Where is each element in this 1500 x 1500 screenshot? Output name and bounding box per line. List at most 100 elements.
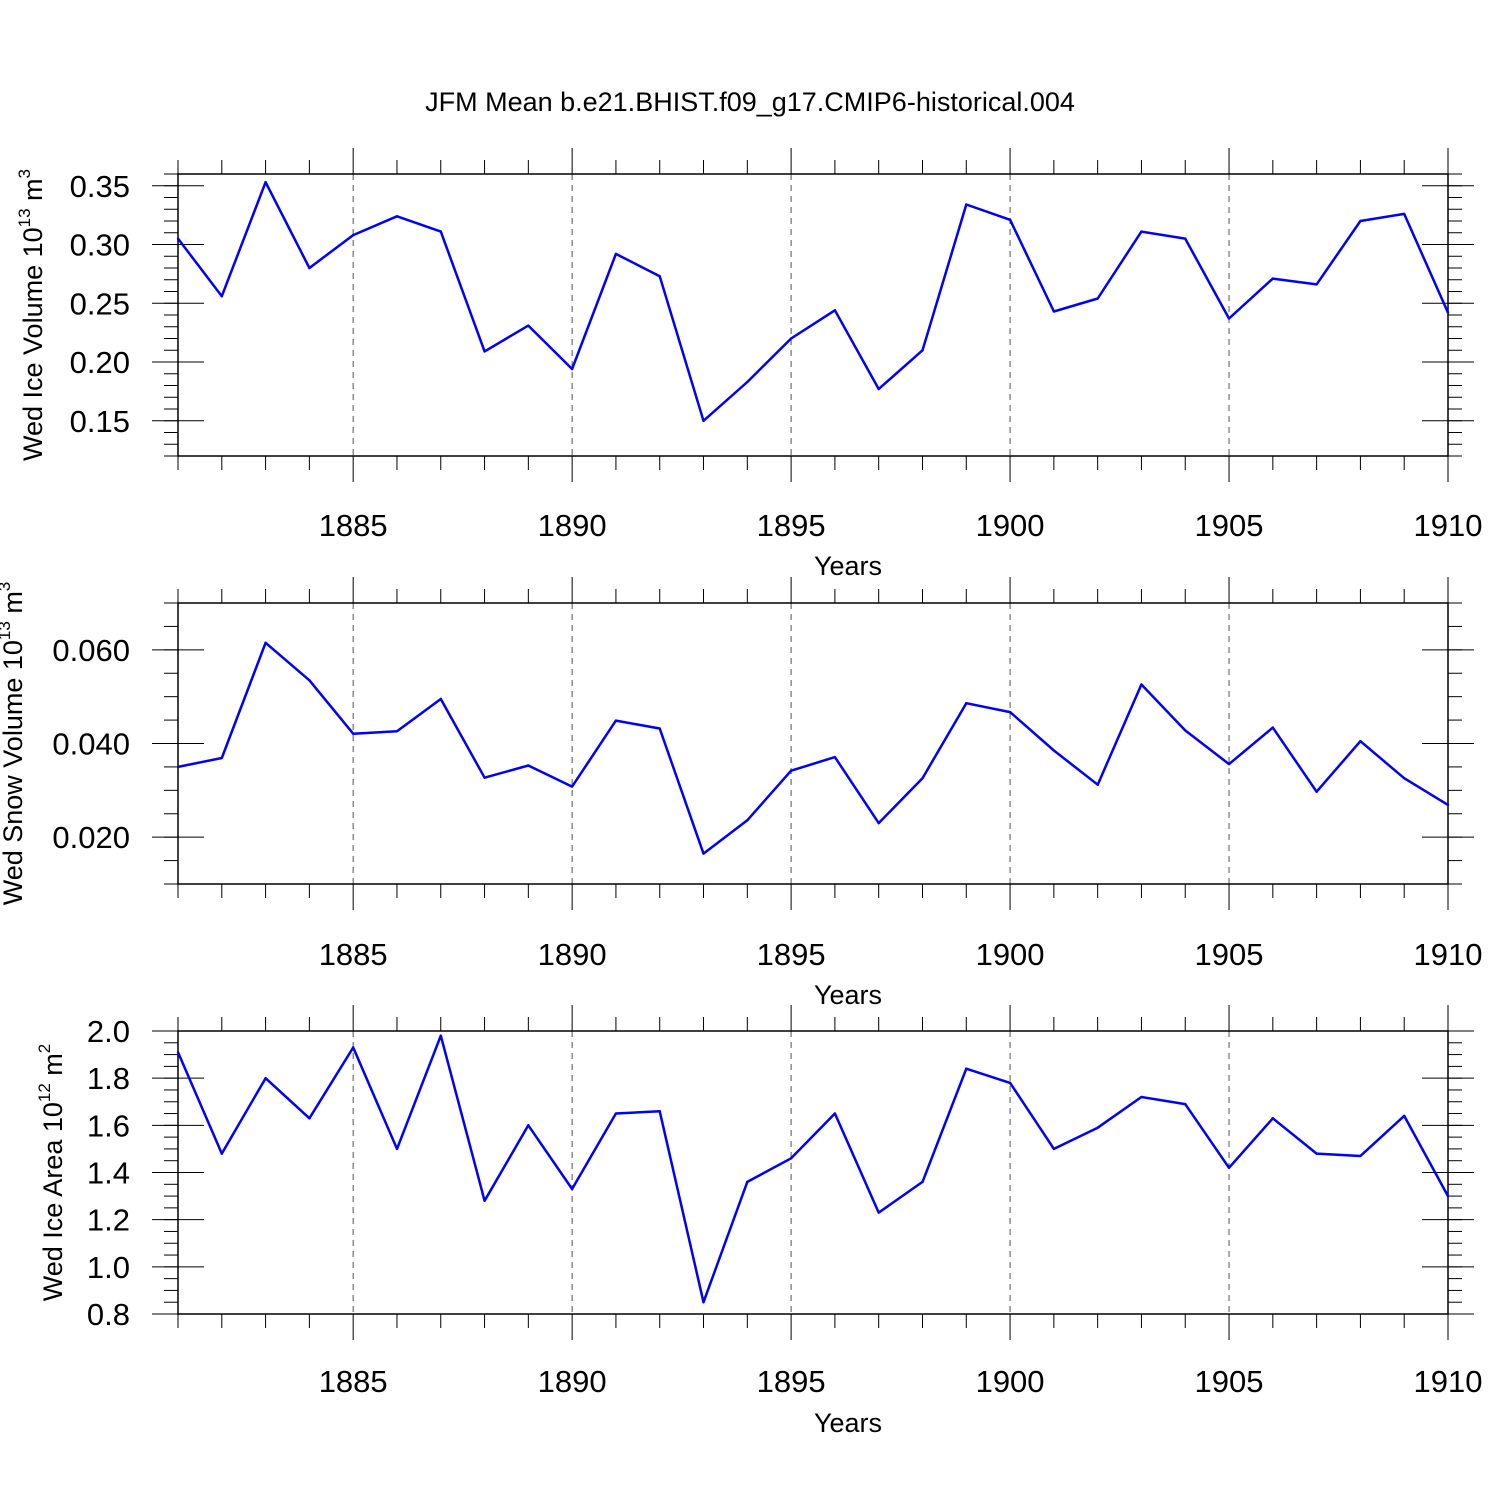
data-point [833, 309, 837, 312]
data-point [439, 697, 442, 701]
data-point [1446, 803, 1450, 807]
data-point [176, 237, 180, 240]
y-axis-label-unit-exp: 3 [15, 169, 34, 178]
data-point [702, 419, 705, 422]
data-point [1008, 710, 1012, 714]
data-point [527, 324, 530, 327]
y-axis-label-exp: 12 [35, 1083, 54, 1102]
x-axis-label: Years [814, 551, 882, 581]
data-point [1271, 1117, 1275, 1120]
y-tick-label: 0.040 [52, 727, 130, 762]
data-point [308, 266, 311, 270]
y-axis-label-unit: m [18, 178, 48, 208]
y-tick-label: 0.25 [70, 286, 130, 321]
data-point [1227, 1166, 1231, 1169]
y-tick-label: 1.0 [87, 1250, 130, 1285]
data-point [308, 679, 311, 682]
panel-snow-volume: 1885 1890 1895 1900 1905 1910 0.020 0.040 0.060 Y… [0, 577, 1482, 1010]
data-point [1446, 311, 1450, 314]
data-point [921, 1180, 924, 1184]
y-axis-label-main: Wed Ice Volume 10 [18, 227, 48, 461]
data-point [439, 1034, 442, 1037]
data-point [965, 1067, 968, 1070]
y-axis-label: Wed Ice Area 1012 m2 [35, 1044, 68, 1302]
data-point [1096, 297, 1099, 300]
x-tick-label: 1900 [976, 508, 1045, 543]
data-point [527, 1124, 530, 1127]
data-point [789, 1157, 793, 1160]
data-point [1403, 212, 1406, 216]
data-point [702, 1301, 705, 1304]
data-point [1403, 1114, 1406, 1118]
data-point [921, 776, 924, 780]
data-point [483, 1199, 486, 1203]
data-point [570, 367, 574, 371]
data-point [1315, 283, 1318, 286]
data-point [1184, 729, 1187, 732]
y-axis-label-main: Wed Snow Volume 10 [0, 640, 28, 905]
y-axis-label-unit-exp: 3 [0, 582, 14, 591]
data-point [1359, 219, 1362, 223]
data-point [1359, 739, 1362, 743]
data-point [220, 1152, 223, 1155]
data-point [483, 776, 486, 779]
data-point [658, 727, 661, 730]
data-point [1008, 1081, 1012, 1085]
data-point [1359, 1154, 1362, 1158]
data-point [658, 1109, 661, 1113]
x-tick-label: 1895 [757, 1364, 826, 1399]
data-point [1184, 1102, 1187, 1106]
y-tick-label: 0.15 [70, 404, 130, 439]
data-point [614, 1112, 618, 1115]
data-point [877, 821, 880, 825]
y-axis-label-unit: m [38, 1053, 68, 1083]
data-point [1271, 726, 1275, 729]
data-point [877, 387, 880, 391]
data-point [351, 1046, 355, 1049]
data-point [395, 215, 399, 218]
data-point [921, 349, 924, 352]
data-point [1403, 776, 1406, 780]
data-point [439, 230, 442, 233]
data-point [570, 1187, 574, 1191]
y-axis-label-main: Wed Ice Area 10 [38, 1102, 68, 1301]
panels: 1885 1890 1895 1900 1905 1910 0.15 0.20 0.25 0.30… [0, 148, 1482, 1438]
y-axis-label-unit: m [0, 591, 28, 621]
plot-frame [177, 1030, 1449, 1315]
y-tick-label: 1.6 [87, 1108, 130, 1143]
data-point [1315, 790, 1318, 793]
x-tick-label: 1910 [1414, 937, 1483, 972]
chart-title: JFM Mean b.e21.BHIST.f09_g17.CMIP6-histo… [425, 87, 1075, 117]
data-point [833, 1112, 837, 1115]
data-point [1052, 310, 1056, 313]
x-axis-label: Years [814, 1408, 882, 1438]
x-tick-label: 1905 [1195, 508, 1264, 543]
data-point [220, 756, 223, 760]
x-tick-label: 1885 [319, 937, 388, 972]
data-point [1315, 1152, 1318, 1155]
data-point [1008, 218, 1012, 222]
y-tick-label: 1.2 [87, 1203, 130, 1238]
data-point [527, 764, 530, 767]
y-axis-label-unit-exp: 2 [35, 1044, 54, 1053]
data-point [1446, 1194, 1450, 1198]
y-tick-label: 0.20 [70, 345, 130, 380]
data-point [614, 719, 618, 722]
data-point [1227, 762, 1231, 766]
data-point [965, 203, 968, 206]
data-point [1184, 237, 1187, 240]
data-point [1052, 749, 1056, 752]
data-point [789, 337, 793, 340]
x-tick-label: 1910 [1414, 508, 1483, 543]
data-point [220, 295, 223, 298]
data-point [1140, 230, 1143, 233]
x-axis-label: Years [814, 980, 882, 1010]
y-tick-label: 0.30 [70, 228, 130, 263]
x-tick-label: 1900 [976, 1364, 1045, 1399]
data-point [965, 702, 968, 705]
data-point [877, 1211, 880, 1214]
y-tick-label: 2.0 [87, 1014, 130, 1049]
x-tick-label: 1890 [538, 937, 607, 972]
x-tick-label: 1885 [319, 1364, 388, 1399]
